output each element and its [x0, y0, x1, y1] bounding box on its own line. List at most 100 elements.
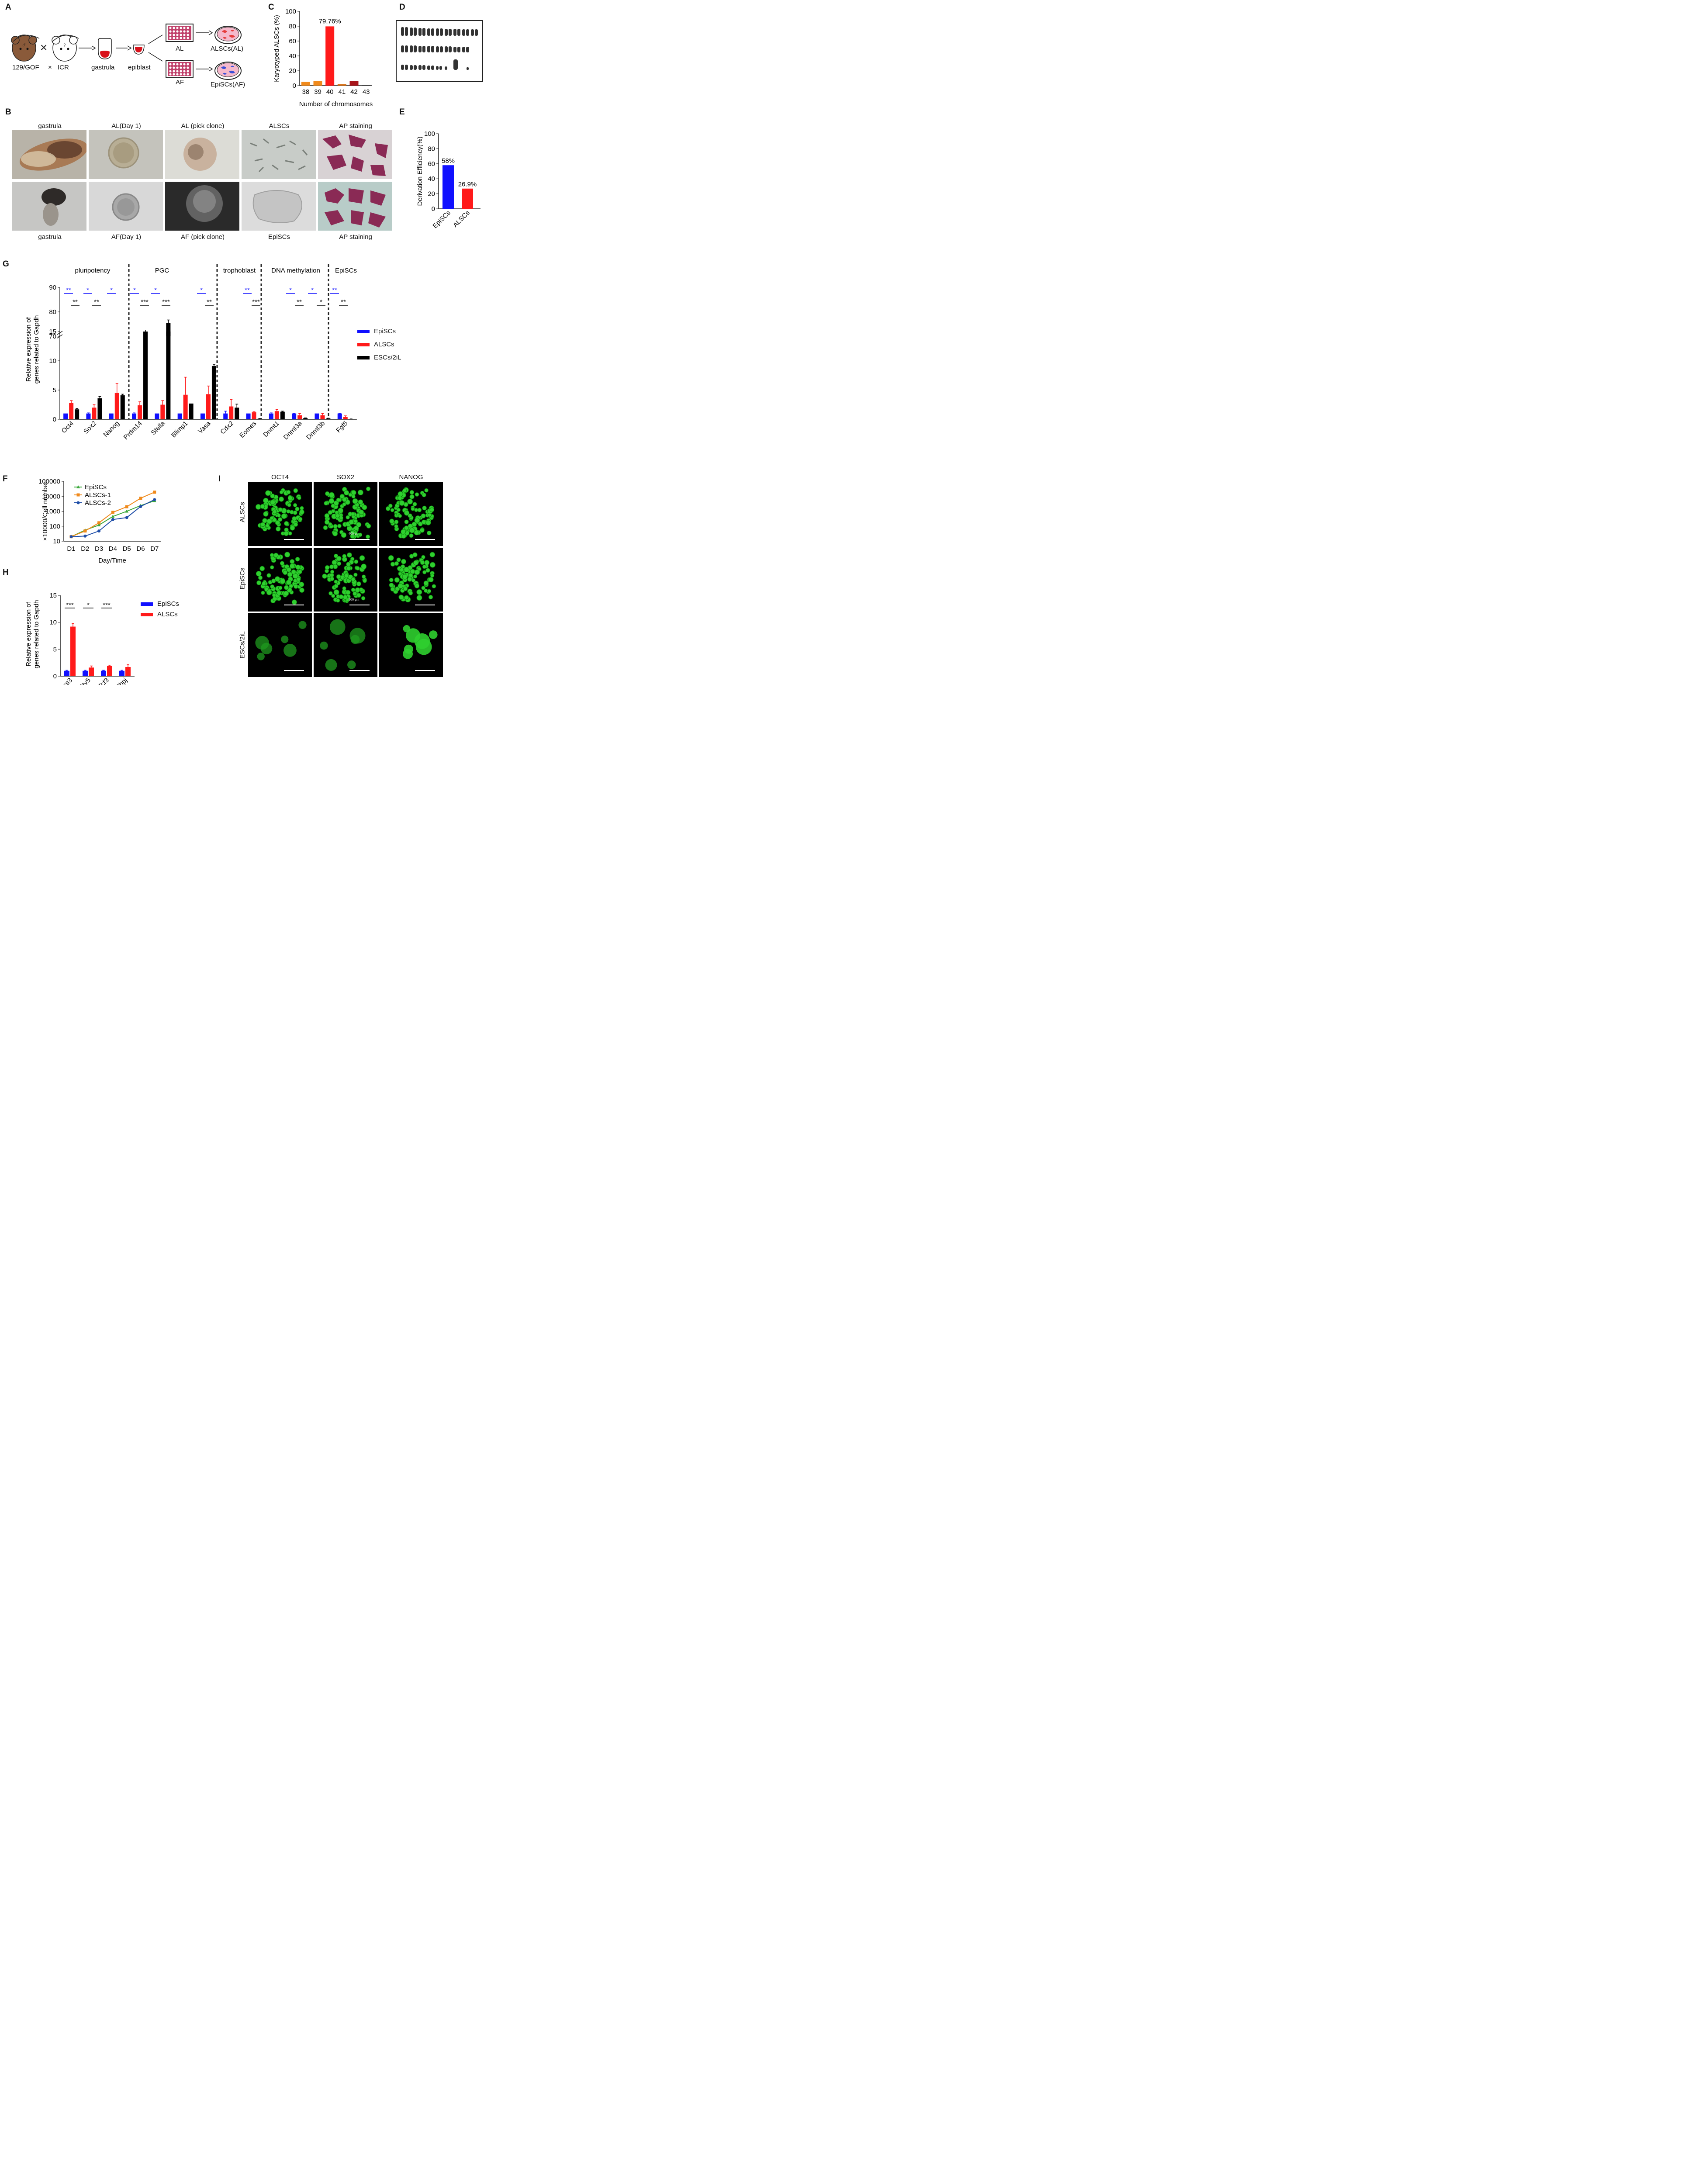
h-y-tick-label: 10 — [49, 619, 57, 626]
epiblast-label: epiblast — [128, 64, 151, 71]
c-x-tick-label: 43 — [363, 88, 370, 96]
g-x-tick-label: Cdx2 — [219, 420, 235, 436]
c-x-tick-label: 42 — [350, 88, 358, 96]
g-bar — [97, 398, 102, 419]
b-top-caption: AP staining — [339, 122, 372, 130]
h-bar — [101, 670, 106, 676]
g-bar — [235, 408, 239, 419]
c-y-tick-label: 20 — [289, 67, 296, 75]
g-y-tick-label: 10 — [49, 357, 56, 365]
f-point — [153, 491, 156, 494]
panel-label-c: C — [268, 3, 274, 12]
mouse-brown-icon: ♂ — [11, 35, 40, 62]
h-bar — [89, 667, 94, 676]
panel-label-g: G — [3, 259, 9, 269]
g-x-tick-label: Dnmt3a — [282, 419, 304, 441]
g-sig-label: ** — [297, 298, 302, 306]
g-bar — [229, 406, 234, 419]
panel-label-a: A — [5, 3, 11, 12]
g-sig-label: *** — [252, 298, 260, 306]
e-data-label: 58% — [442, 157, 455, 165]
g-bar — [269, 413, 273, 419]
micrograph-af-day1 — [89, 182, 163, 231]
g-bar — [69, 403, 74, 419]
c-y-tick-label: 40 — [289, 52, 296, 60]
g-bar — [114, 393, 119, 419]
panel-label-e: E — [399, 107, 405, 117]
h-sig-label: *** — [66, 601, 74, 609]
g-x-tick-label: Eomes — [238, 420, 258, 439]
if-micrograph — [379, 613, 443, 677]
i-row-label: EpiSCs — [239, 567, 246, 590]
scalebar — [415, 539, 435, 540]
g-bar — [223, 413, 228, 419]
h-bar — [119, 670, 124, 676]
g-bar — [252, 412, 256, 419]
c-bar — [349, 81, 359, 86]
h-y-tick-label: 15 — [49, 592, 57, 599]
f-point — [111, 511, 114, 514]
g-y-tick-label: 15 — [49, 328, 56, 335]
h-y-axis-title: genes related to Gapdh — [33, 600, 40, 669]
g-bar — [189, 403, 194, 419]
c-x-tick-label: 39 — [314, 88, 321, 96]
f-x-tick-label: D6 — [136, 545, 145, 553]
g-bar — [280, 411, 285, 419]
h-x-tick-label: Etv5 — [78, 677, 92, 685]
e-y-axis-title: Derivation Efficiency(%) — [416, 137, 424, 206]
g-y-axis-title: Relative expression of — [25, 317, 32, 381]
g-sig-label: ** — [94, 298, 99, 306]
g-bar — [63, 413, 68, 419]
micrograph-ap-staining-al — [318, 130, 392, 179]
panel-label-b: B — [5, 107, 11, 117]
g-bar — [155, 413, 159, 419]
e-y-tick-label: 20 — [428, 190, 435, 198]
panel-label-d: D — [399, 3, 405, 12]
c-y-tick-label: 100 — [285, 8, 296, 15]
legend-label: ALSCs — [374, 341, 394, 348]
micrograph-episcs — [242, 182, 316, 231]
al-result-label: ALSCs(AL) — [211, 45, 244, 52]
scalebar-label-400: 400 μm — [349, 532, 360, 536]
g-sig-label: * — [154, 287, 157, 294]
g-sig-label: *** — [162, 298, 170, 306]
f-x-tick-label: D2 — [81, 545, 89, 553]
f-point — [97, 529, 101, 533]
h-bar — [83, 670, 88, 676]
b-bottom-caption: AF (pick clone) — [180, 233, 225, 241]
g-bar — [206, 394, 211, 419]
legend-label: ALSCs — [157, 611, 178, 618]
c-bar — [362, 85, 371, 86]
h-x-tick-label: Tcf3 — [97, 677, 110, 685]
g-bar — [200, 413, 205, 419]
if-micrograph — [248, 613, 312, 677]
e-y-tick-label: 60 — [428, 160, 435, 168]
b-bottom-caption: gastrula — [38, 233, 62, 241]
g-bar — [246, 413, 251, 419]
f-x-tick-label: D3 — [95, 545, 103, 553]
al-dish-icon — [214, 26, 242, 44]
g-group-label: trophoblast — [223, 267, 256, 274]
f-point — [125, 505, 128, 508]
f-x-tick-label: D7 — [150, 545, 159, 553]
c-x-tick-label: 41 — [338, 88, 346, 96]
g-y-tick-label: 5 — [53, 387, 56, 394]
mouse-white-icon: ♀ — [52, 35, 79, 62]
g-sig-label: ** — [332, 287, 337, 294]
h-x-tick-label: Rbpj — [114, 677, 129, 685]
c-y-axis-title: Karyotyped ALSCs (%) — [273, 15, 280, 82]
panel-d-karyotype — [396, 20, 483, 82]
legend-g-episcs: EpiSCs — [357, 328, 396, 335]
scalebar-label-100: 100 μm — [349, 598, 360, 601]
f-x-axis-title: Day/Time — [98, 557, 126, 564]
micrograph-alscs — [242, 130, 316, 179]
g-group-label: DNA methylation — [271, 267, 320, 274]
e-y-tick-label: 80 — [428, 145, 435, 152]
f-point — [83, 534, 87, 538]
g-bar — [120, 395, 125, 419]
e-bar — [442, 165, 454, 209]
g-y-tick-label: 90 — [49, 284, 56, 291]
f-point — [83, 529, 87, 533]
af-dish-icon — [214, 62, 242, 80]
h-bar — [64, 670, 69, 676]
